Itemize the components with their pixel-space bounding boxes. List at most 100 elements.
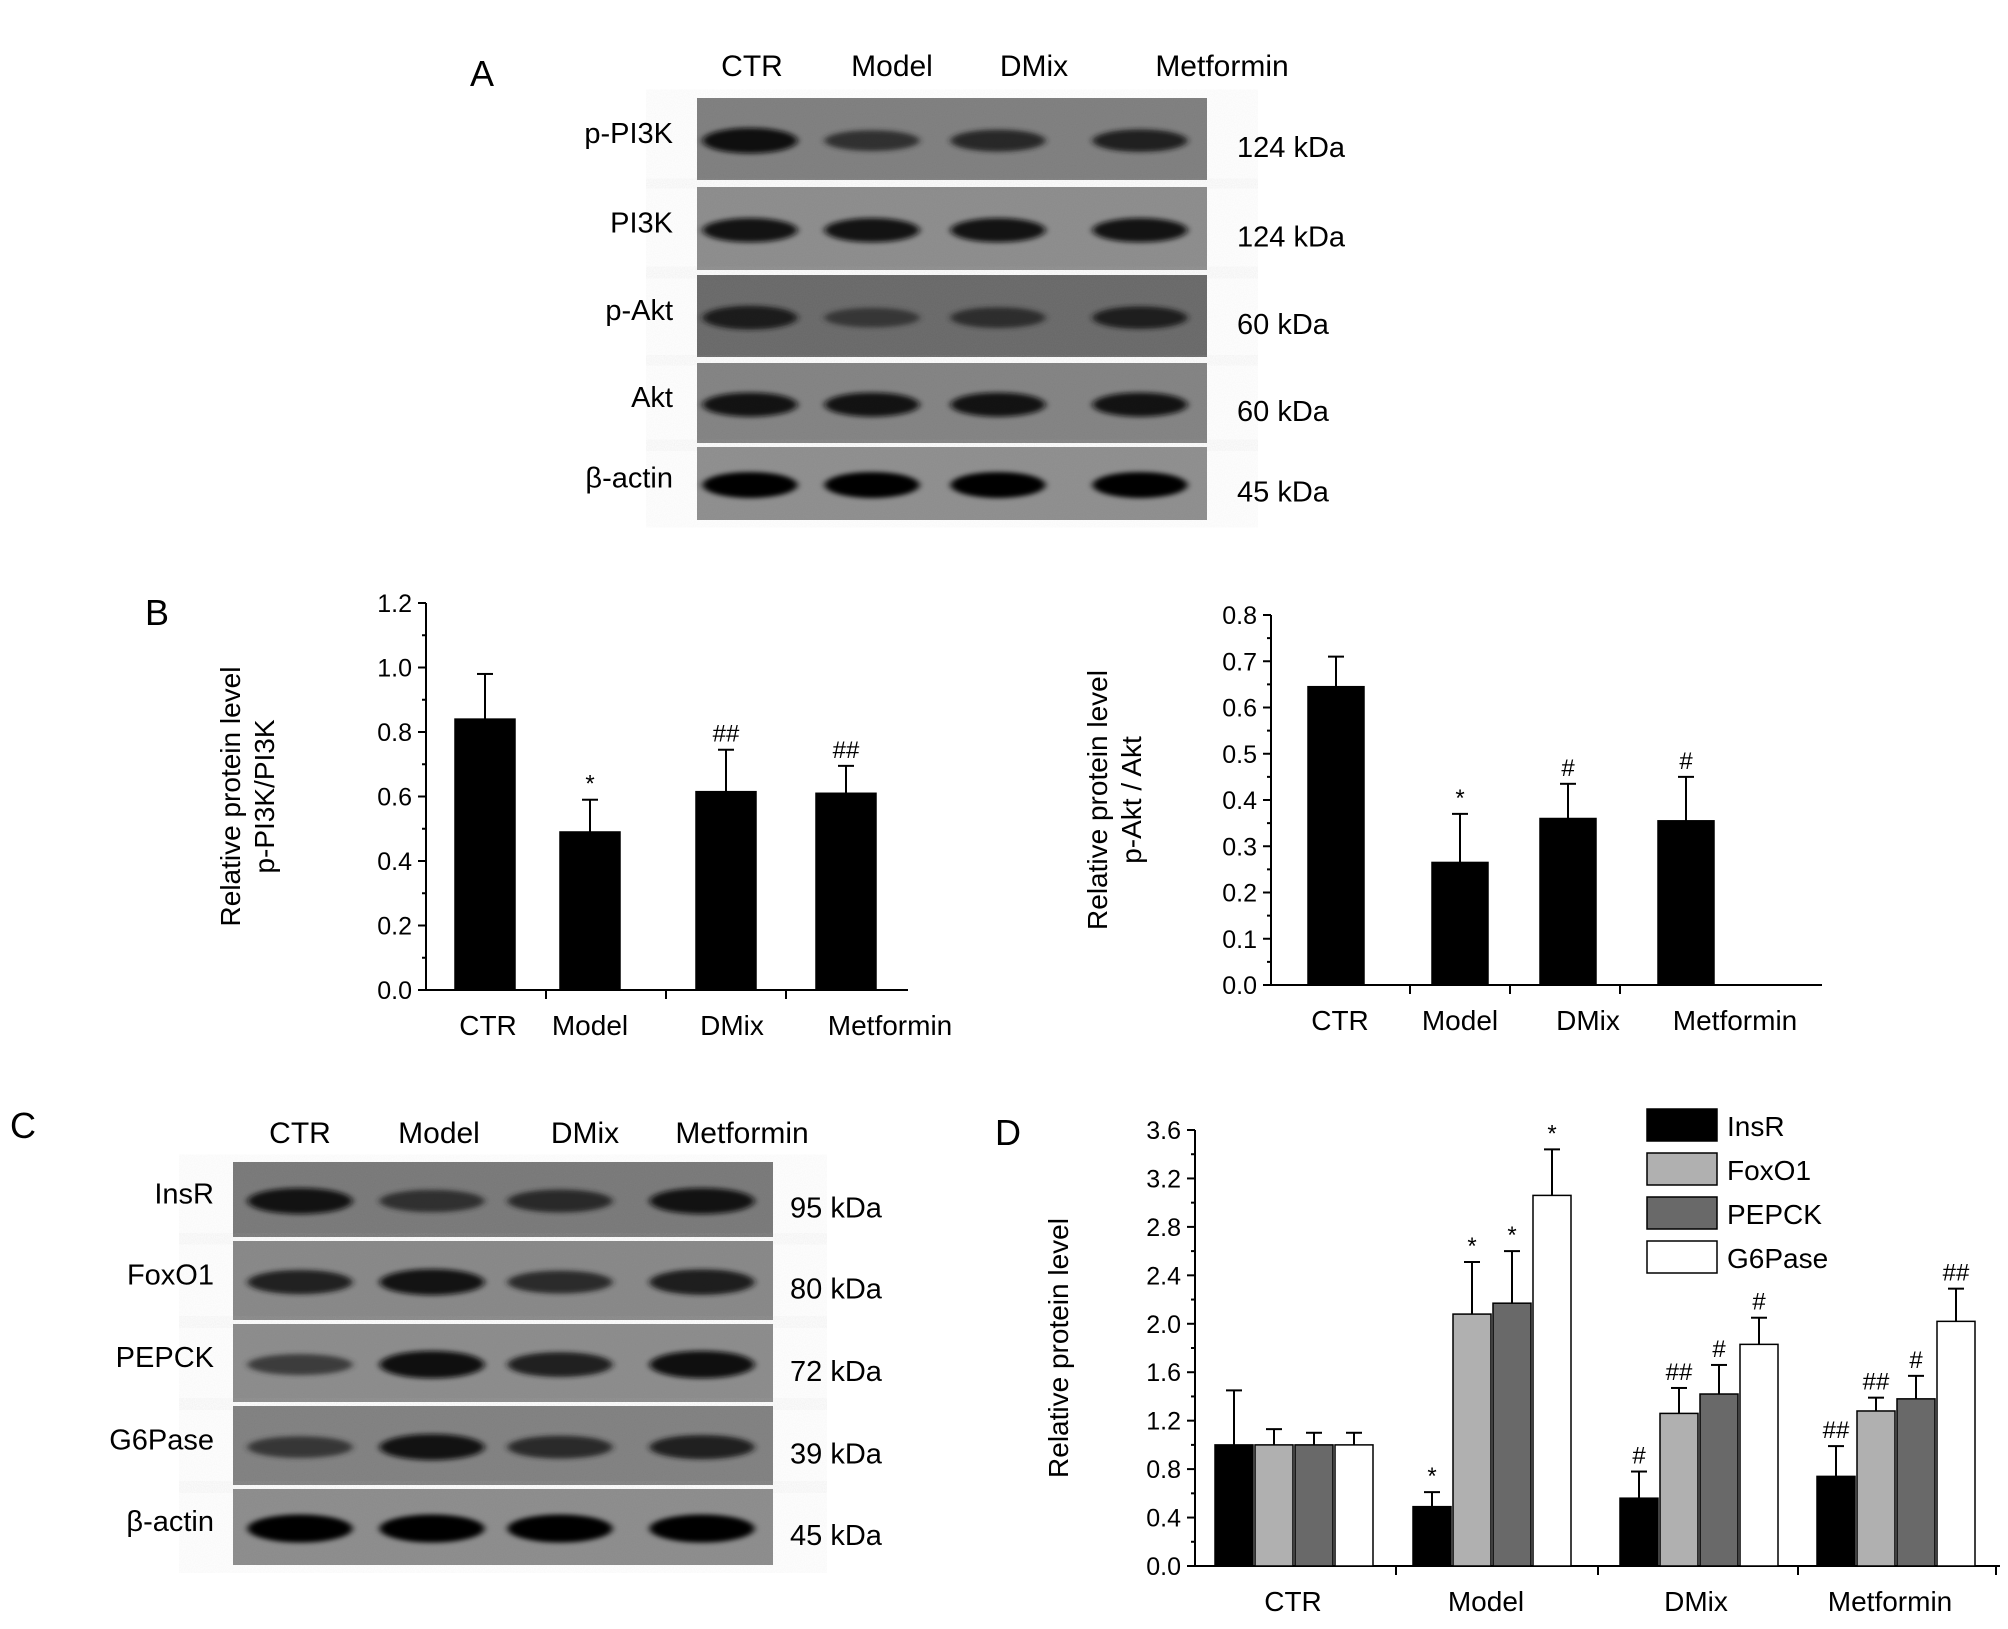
bar-dmix xyxy=(695,790,757,991)
blot-strip-actin xyxy=(697,447,1207,520)
bar-foxo1-dmix xyxy=(1659,1412,1699,1567)
y-tick-label: 0.8 xyxy=(377,719,412,747)
y-tick-label: 0.0 xyxy=(1222,972,1257,1000)
y-tick-label: 1.6 xyxy=(1146,1359,1181,1387)
blot-band xyxy=(247,1187,353,1215)
blot-band xyxy=(247,1436,353,1458)
blot-strip-actin xyxy=(233,1489,773,1565)
blot-row-label: Akt xyxy=(631,382,673,414)
lane-label-ctr: CTR xyxy=(721,50,783,83)
significance-mark: # xyxy=(1679,748,1693,775)
bar-g6pase-metformin xyxy=(1936,1320,1976,1567)
y-tick-label: 0.2 xyxy=(377,913,412,941)
blot-band xyxy=(379,1350,485,1379)
significance-mark: * xyxy=(585,771,594,798)
y-tick-label: 0.4 xyxy=(377,848,412,876)
blot-kda-label: 60 kDa xyxy=(1237,309,1330,341)
significance-mark: # xyxy=(1712,1336,1726,1363)
blot-row-label: FoxO1 xyxy=(127,1260,214,1292)
bar-metformin xyxy=(815,792,877,991)
bar-dmix xyxy=(1539,817,1597,986)
y-axis-title-line: p-Akt / Akt xyxy=(1116,736,1147,864)
blot-row-label: β-actin xyxy=(126,1506,214,1538)
lane-label-metformin: Metformin xyxy=(1155,50,1288,83)
y-tick-label: 0.3 xyxy=(1222,833,1257,861)
bar-foxo1-ctr xyxy=(1254,1444,1294,1567)
blot-kda-label: 124 kDa xyxy=(1237,132,1346,164)
blot-band xyxy=(649,1514,755,1543)
x-category-metformin: Metformin xyxy=(1673,1005,1797,1036)
bar-g6pase-model xyxy=(1532,1194,1572,1567)
blot-band xyxy=(379,1269,485,1296)
blot-row-label: p-Akt xyxy=(605,295,673,327)
y-tick-label: 0.6 xyxy=(1222,695,1257,723)
x-category-model: Model xyxy=(1448,1586,1524,1617)
blot-band xyxy=(507,1435,613,1459)
blot-band xyxy=(1092,471,1188,498)
significance-mark: # xyxy=(1632,1443,1646,1470)
blot-row-label: InsR xyxy=(154,1179,214,1211)
blot-strip-pakt xyxy=(697,275,1207,357)
y-tick-label: 2.0 xyxy=(1146,1311,1181,1339)
y-tick-label: 3.2 xyxy=(1146,1165,1181,1193)
significance-mark: * xyxy=(1467,1233,1476,1260)
blot-band xyxy=(950,218,1046,243)
significance-mark: # xyxy=(1909,1347,1923,1374)
y-tick-label: 0.5 xyxy=(1222,741,1257,769)
blot-band xyxy=(1092,129,1188,152)
y-tick-label: 0.0 xyxy=(1146,1553,1181,1581)
blot-kda-label: 45 kDa xyxy=(1237,477,1330,509)
bar-pepck-metformin xyxy=(1896,1398,1936,1567)
western-blot-c: CTR Model DMix Metformin InsR 95 kDa FoxO1 80 k… xyxy=(109,1117,883,1565)
bar-ctr xyxy=(1307,685,1365,986)
significance-mark: ## xyxy=(1943,1260,1970,1287)
blot-band xyxy=(824,307,920,328)
x-category-dmix: DMix xyxy=(1664,1586,1728,1617)
panel-letter-b: B xyxy=(145,592,169,633)
blot-strip-pepck xyxy=(233,1324,773,1402)
blot-kda-label: 80 kDa xyxy=(790,1274,883,1306)
y-axis-title-line: Relative protein level xyxy=(1082,670,1113,930)
x-category-metformin: Metformin xyxy=(1828,1586,1952,1617)
y-tick-label: 0.2 xyxy=(1222,880,1257,908)
x-category-model: Model xyxy=(1422,1005,1498,1036)
legend-swatch-g6pase xyxy=(1646,1240,1718,1274)
y-tick-label: 3.6 xyxy=(1146,1117,1181,1145)
bar-foxo1-metformin xyxy=(1856,1410,1896,1567)
panel-letter-d: D xyxy=(995,1112,1021,1153)
chart-d-proteins: 0.0 0.4 0.8 1.2 1.6 2.0 2.4 2.8 3.2 3.6 Relative p… xyxy=(1043,1108,2000,1617)
panel-letter-c: C xyxy=(10,1105,36,1146)
blot-strip-pi3k xyxy=(697,187,1207,270)
blot-band xyxy=(824,471,920,498)
y-tick-label: 0.7 xyxy=(1222,648,1257,676)
y-tick-label: 0.0 xyxy=(377,977,412,1005)
blot-band xyxy=(247,1514,353,1543)
y-axis-title-line: p-PI3K/PI3K xyxy=(249,719,280,873)
legend-label-foxo1: FoxO1 xyxy=(1727,1155,1811,1186)
significance-mark: ## xyxy=(1666,1359,1693,1386)
blot-band xyxy=(649,1350,755,1379)
legend-swatch-foxo1 xyxy=(1646,1152,1718,1186)
bar-model xyxy=(1431,861,1489,986)
y-tick-label: 0.1 xyxy=(1222,926,1257,954)
significance-mark: ## xyxy=(713,721,740,748)
blot-band xyxy=(950,392,1046,417)
y-tick-label: 1.2 xyxy=(377,590,412,618)
blot-kda-label: 60 kDa xyxy=(1237,396,1330,428)
y-axis-title: Relative protein level xyxy=(1043,1218,1074,1478)
blot-band xyxy=(649,1269,755,1295)
blot-band xyxy=(649,1187,755,1215)
bar-foxo1-model xyxy=(1452,1313,1492,1567)
significance-mark: * xyxy=(1547,1120,1556,1147)
bar-pepck-model xyxy=(1492,1302,1532,1567)
blot-band xyxy=(824,130,920,152)
legend-label-g6pase: G6Pase xyxy=(1727,1243,1828,1274)
legend-swatch-insr xyxy=(1646,1108,1718,1142)
western-blot-a: CTR Model DMix Metformin p-PI3K 124 kDa PI3K 12… xyxy=(584,50,1346,520)
blot-band xyxy=(950,129,1046,152)
bar-insr-model xyxy=(1412,1505,1452,1567)
chart-b-pi3k: 0.0 0.2 0.4 0.6 0.8 1.0 1.2 Relative protein le… xyxy=(215,590,952,1041)
legend-label-insr: InsR xyxy=(1727,1111,1785,1142)
legend-swatch-pepck xyxy=(1646,1196,1718,1230)
